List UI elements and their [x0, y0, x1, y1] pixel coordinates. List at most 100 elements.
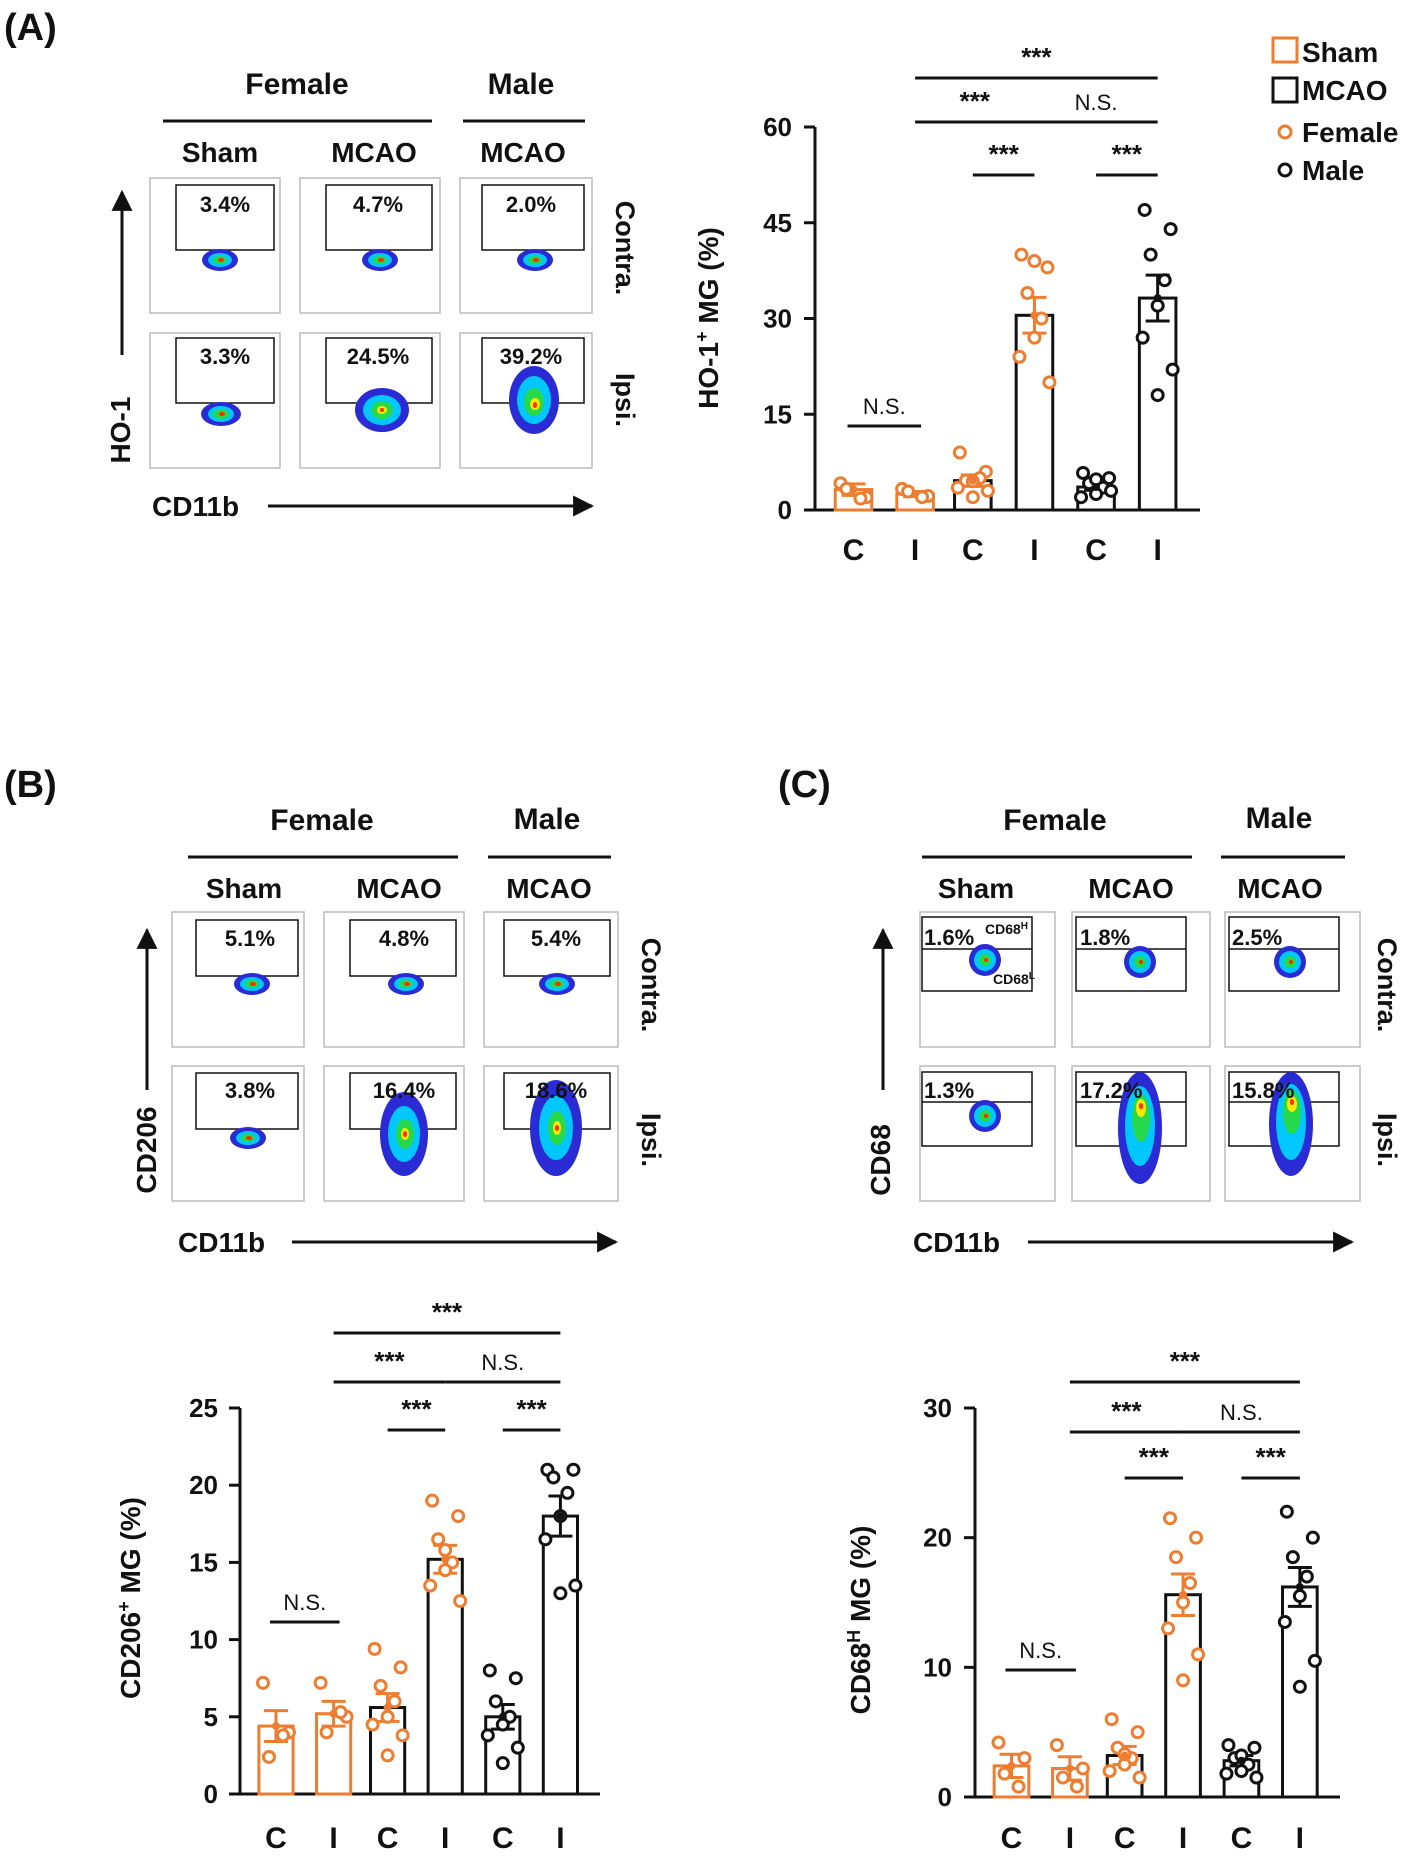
data-point: [1055, 1770, 1070, 1785]
significance-label: ***: [1255, 1442, 1286, 1472]
category-label: I: [911, 534, 919, 567]
flow-plot: 3.4%: [149, 177, 281, 314]
legend-mcao-swatch: [1271, 76, 1299, 104]
data-point: [1169, 1550, 1184, 1565]
gate-percent: 4.8%: [379, 926, 429, 951]
y-axis-label: HO-1+ MG (%): [692, 227, 724, 409]
group-label-male: Male: [488, 68, 555, 101]
y-tick-label: 30: [763, 304, 792, 334]
data-point: [1076, 465, 1091, 480]
flow-panel-a: (A) Female Male Sham MCAO MCAO 3.4% 4.7%…: [4, 7, 640, 522]
flow-plot: 4.8%: [323, 911, 465, 1048]
data-point: [1161, 1621, 1176, 1636]
group-label-female: Female: [270, 804, 373, 837]
flow-plot: 5.4%: [483, 911, 619, 1048]
bar: [1014, 313, 1055, 512]
data-point: [1040, 260, 1055, 275]
column-label: MCAO: [480, 137, 566, 168]
gate-percent: 16.4%: [373, 1078, 435, 1103]
bar-chart-cd206: 0 5 10 15 20 25 CD206+ MG (%) C I C I C I *** *** N.S. *…: [114, 1297, 600, 1855]
column-label: Sham: [206, 873, 282, 904]
category-label: C: [1231, 1822, 1253, 1855]
flow-plot: 24.5%: [299, 332, 441, 469]
column-label: MCAO: [506, 873, 592, 904]
mean-marker: [1179, 1590, 1188, 1599]
gate-percent: 5.1%: [225, 926, 275, 951]
data-point: [451, 1509, 466, 1524]
mean-marker: [849, 485, 858, 494]
data-point: [1102, 471, 1117, 486]
flow-plot: 16.4%: [323, 1065, 465, 1202]
gate-percent: 2.0%: [506, 192, 556, 217]
flow-y-label: CD206: [131, 1106, 162, 1193]
category-label: I: [329, 1822, 337, 1855]
data-point: [1027, 254, 1042, 269]
flow-plot: 15.8%: [1224, 1065, 1361, 1202]
data-point: [1219, 1766, 1234, 1781]
y-tick-label: 0: [938, 1782, 952, 1812]
group-label-male: Male: [1246, 802, 1313, 835]
significance-label: ***: [1139, 1442, 1170, 1472]
significance-label: ***: [401, 1394, 432, 1424]
data-point: [853, 491, 868, 506]
significance-label: N.S.: [1075, 90, 1118, 115]
data-point: [980, 483, 995, 498]
category-label: C: [265, 1822, 287, 1855]
bar: [541, 1514, 579, 1796]
flow-y-label: HO-1: [105, 397, 136, 464]
data-point: [1014, 247, 1029, 262]
data-point: [425, 1493, 440, 1508]
legend-female-marker: [1277, 124, 1293, 140]
column-label: Sham: [182, 137, 258, 168]
flow-y-label: CD68: [865, 1124, 896, 1196]
data-point: [1247, 1740, 1262, 1755]
data-point: [380, 1709, 395, 1724]
data-point: [365, 1717, 380, 1732]
significance-label: N.S.: [1019, 1638, 1062, 1663]
legend-male-marker: [1277, 162, 1293, 178]
data-point: [313, 1675, 328, 1690]
row-label: Ipsi.: [636, 1113, 666, 1167]
gate-percent: 3.8%: [225, 1078, 275, 1103]
flow-plot: 3.8%: [171, 1065, 305, 1202]
data-point: [1069, 1779, 1084, 1794]
flow-x-label: CD11b: [178, 1227, 265, 1258]
y-tick-label: 25: [189, 1393, 218, 1423]
y-tick-label: 5: [204, 1702, 218, 1732]
data-point: [438, 1543, 453, 1558]
mean-marker: [1237, 1756, 1246, 1765]
mean-marker: [911, 490, 920, 499]
row-label: Contra.: [636, 938, 666, 1033]
legend-sham-label: Sham: [1302, 37, 1378, 68]
category-label: I: [1296, 1822, 1304, 1855]
data-point: [431, 1532, 446, 1547]
data-point: [1135, 330, 1150, 345]
column-label: MCAO: [331, 137, 417, 168]
data-point: [1163, 222, 1178, 237]
gate-label-high: CD68H: [985, 921, 1028, 938]
category-label: I: [1030, 534, 1038, 567]
category-label: C: [962, 534, 984, 567]
gate-percent: 39.2%: [500, 344, 562, 369]
data-point: [1027, 330, 1042, 345]
data-point: [1012, 349, 1027, 364]
data-point: [997, 1766, 1012, 1781]
flow-plot: 1.6% CD68H CD68L: [919, 911, 1056, 1048]
significance-label: ***: [1170, 1346, 1201, 1376]
y-tick-label: 30: [923, 1393, 952, 1423]
data-point: [553, 1586, 568, 1601]
legend: Sham MCAO Female Male: [1271, 36, 1399, 186]
data-point: [438, 1563, 453, 1578]
data-point: [1234, 1764, 1249, 1779]
data-point: [566, 1462, 581, 1477]
mean-marker: [556, 1512, 565, 1521]
gate-percent: 3.3%: [200, 344, 250, 369]
mean-marker: [968, 476, 977, 485]
data-point: [495, 1756, 510, 1771]
gate-percent: 24.5%: [347, 344, 409, 369]
data-point: [319, 1725, 334, 1740]
data-point: [423, 1578, 438, 1593]
category-label: C: [1114, 1822, 1136, 1855]
flow-x-label: CD11b: [913, 1227, 1000, 1258]
